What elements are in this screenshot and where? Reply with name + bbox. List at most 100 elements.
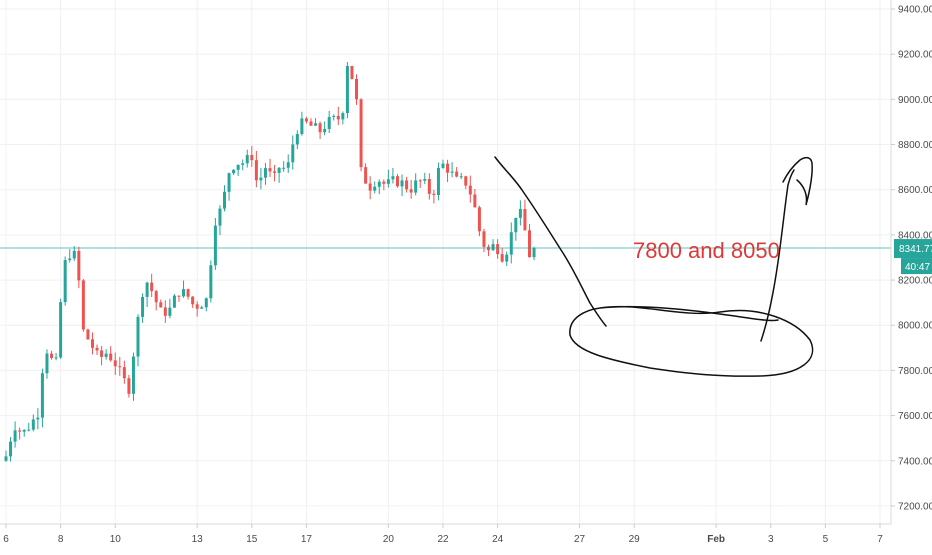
- candle-body: [414, 180, 418, 193]
- candle-body: [209, 265, 213, 299]
- candle-body: [395, 176, 399, 187]
- candle: [18, 427, 22, 440]
- candle-body: [241, 163, 245, 165]
- candle-body: [154, 291, 158, 303]
- candle: [204, 297, 208, 312]
- price-axis[interactable]: 7200.00 7400.00 7600.00 7800.00 8000.00 8200.…: [890, 0, 932, 524]
- candle: [4, 450, 8, 462]
- grid-lines: [0, 0, 891, 524]
- candle-body: [150, 282, 154, 292]
- candle: [282, 161, 286, 172]
- candle-body: [113, 360, 117, 367]
- y-tick-label: 7200.00: [898, 501, 932, 512]
- candle-body: [9, 441, 13, 457]
- time-axis[interactable]: 6 8 10 13 15 17 20 22 24 27 29 Feb 3 5 7: [0, 523, 932, 550]
- candle: [418, 179, 422, 188]
- candle-body: [95, 347, 99, 351]
- candle-body: [527, 230, 531, 258]
- candle-body: [391, 176, 395, 180]
- candle: [250, 145, 254, 167]
- candle-body: [314, 123, 318, 126]
- candle-body: [459, 176, 463, 178]
- candle: [13, 421, 17, 448]
- candle: [450, 162, 454, 178]
- candle-body: [54, 357, 58, 359]
- candle: [355, 74, 359, 105]
- candle: [145, 281, 149, 307]
- candle: [45, 349, 49, 379]
- hand-drawing: [494, 156, 814, 377]
- candle-body: [200, 307, 204, 309]
- candle: [532, 246, 536, 261]
- candle: [86, 328, 90, 340]
- candle: [518, 200, 522, 226]
- candle-body: [245, 155, 249, 164]
- candle: [159, 299, 163, 308]
- hand-drawn-target-ellipse: [569, 305, 814, 377]
- candle: [432, 189, 436, 204]
- candle-body: [336, 115, 340, 120]
- candle: [154, 289, 158, 311]
- candle-body: [373, 186, 377, 191]
- x-tick-label: 24: [492, 534, 504, 545]
- candle-body: [359, 99, 363, 168]
- candle: [31, 414, 35, 432]
- candle-body: [68, 258, 72, 261]
- candle-body: [141, 296, 145, 317]
- candle: [423, 172, 427, 185]
- candle: [446, 159, 450, 183]
- candle-body: [427, 178, 431, 194]
- x-tick-label: 15: [246, 534, 258, 545]
- candle-body: [77, 250, 81, 281]
- candle: [487, 244, 491, 257]
- candle-body: [496, 244, 500, 255]
- current-price-badge: 8341.77 40:47: [894, 239, 932, 275]
- candle-body: [81, 280, 85, 330]
- x-tick-label: 10: [110, 534, 122, 545]
- x-tick-label: 7: [877, 534, 883, 545]
- candle-body: [213, 225, 217, 266]
- candle: [177, 295, 181, 302]
- candle-body: [405, 180, 409, 190]
- candle: [104, 349, 108, 360]
- candle: [377, 179, 381, 195]
- candle-body: [236, 164, 240, 170]
- candle-body: [136, 316, 140, 357]
- candle: [291, 135, 295, 170]
- candle: [136, 314, 140, 367]
- candle-body: [500, 254, 504, 262]
- candle: [414, 173, 418, 196]
- candle-body: [482, 231, 486, 247]
- candle: [286, 154, 290, 173]
- candle-body: [523, 208, 527, 231]
- candle-body: [182, 289, 186, 297]
- x-tick-label: 13: [192, 534, 204, 545]
- candle: [436, 162, 440, 201]
- candle: [441, 159, 445, 169]
- candle-body: [259, 177, 263, 181]
- current-price-label: 8341.77: [899, 244, 932, 255]
- candle: [341, 111, 345, 125]
- candle-body: [104, 353, 108, 357]
- candle-body: [163, 307, 167, 316]
- candle: [213, 217, 217, 270]
- candle-body: [168, 307, 172, 316]
- candle-body: [72, 250, 76, 259]
- candle: [405, 176, 409, 193]
- candle: [63, 256, 67, 306]
- x-tick-label: 20: [383, 534, 395, 545]
- x-tick-label: 22: [437, 534, 449, 545]
- candle: [241, 159, 245, 171]
- candle-body: [332, 115, 336, 117]
- candle-body: [186, 289, 190, 297]
- candle-body: [63, 260, 67, 303]
- candle-body: [432, 193, 436, 195]
- candle: [509, 222, 513, 264]
- candle-body: [227, 173, 231, 192]
- candle-body: [218, 208, 222, 226]
- candle-body: [172, 295, 176, 308]
- candle: [386, 169, 390, 188]
- candle-body: [263, 168, 267, 178]
